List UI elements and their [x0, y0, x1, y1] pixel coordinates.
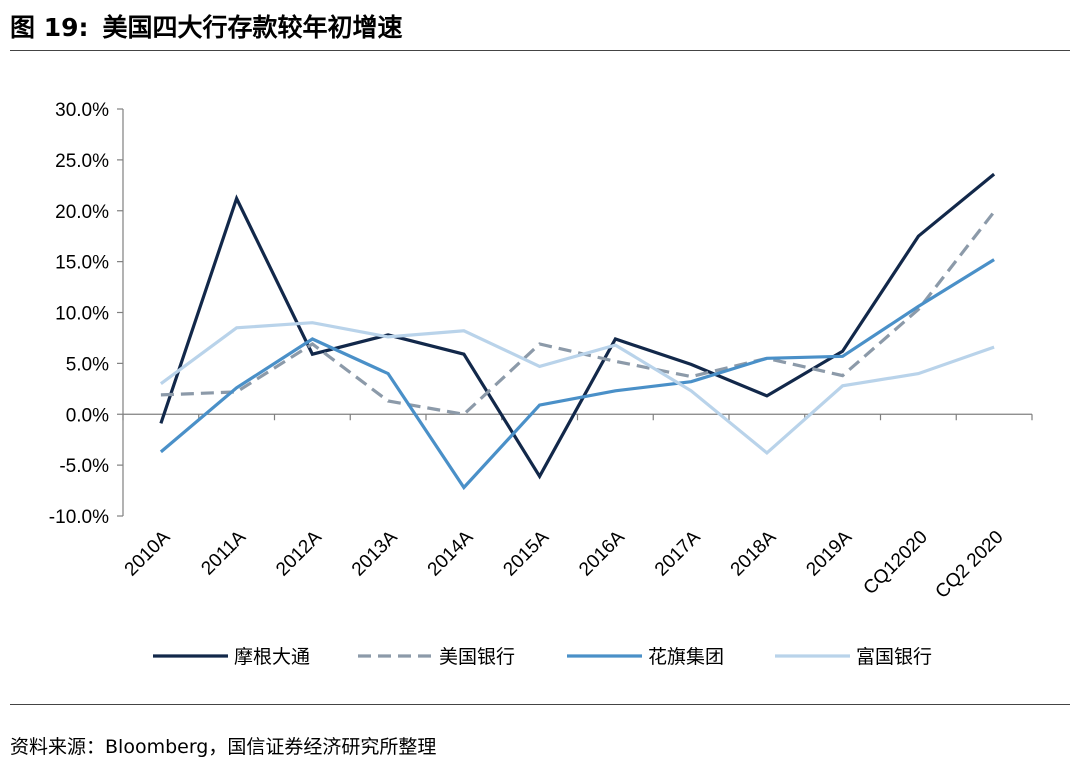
line-chart: -10.0% -5.0% 0.0% 5.0% 10.0% 15.0% 20.0% 25.0% 3… — [49, 100, 1033, 668]
y-tick-label: 15.0% — [55, 253, 109, 274]
y-tick-label: 30.0% — [55, 100, 109, 121]
y-tick-label: 10.0% — [55, 304, 109, 325]
y-tick-label: -5.0% — [59, 456, 109, 477]
legend-label-2: 美国银行 — [439, 646, 515, 668]
legend-label-4: 富国银行 — [856, 646, 932, 668]
x-tick-label: 2015A — [499, 526, 553, 580]
x-tick-label: 2013A — [348, 526, 402, 580]
series-line-1 — [159, 172, 996, 480]
figure-title-text: 美国四大行存款较年初增速 — [102, 13, 403, 42]
x-tick-label: 2010A — [121, 526, 175, 580]
y-tick-label: 20.0% — [55, 202, 109, 223]
x-tick-label: 2016A — [575, 526, 629, 580]
x-tick-label: 2011A — [197, 526, 250, 579]
source-note: 资料来源：Bloomberg，国信证券经济研究所整理 — [10, 704, 1070, 759]
figure-number: 图 19: — [10, 13, 89, 42]
x-tick-label: CQ12020 — [860, 527, 932, 599]
x-tick-label: 2012A — [272, 526, 326, 580]
plot-area: -10.0% -5.0% 0.0% 5.0% 10.0% 15.0% 20.0% 25.0% 3… — [20, 78, 1060, 694]
figure-title: 图 19: 美国四大行存款较年初增速 — [10, 10, 1070, 51]
series-line-3 — [159, 258, 995, 491]
x-tick-label: 2017A — [651, 526, 705, 580]
x-tick-label: 2018A — [727, 526, 781, 580]
x-tick-label: 2014A — [424, 526, 478, 580]
y-tick-label: 0.0% — [66, 405, 109, 426]
x-tick-label: 2019A — [802, 526, 856, 580]
legend-label-1: 摩根大通 — [234, 646, 310, 668]
legend-label-3: 花旗集团 — [648, 646, 724, 668]
series-line-2 — [160, 210, 996, 417]
y-tick-label: 25.0% — [55, 151, 109, 172]
y-tick-label: -10.0% — [49, 507, 109, 528]
x-tick-label: CQ2 2020 — [932, 527, 1008, 603]
y-tick-label: 5.0% — [66, 354, 109, 375]
series-line-4 — [159, 321, 995, 456]
